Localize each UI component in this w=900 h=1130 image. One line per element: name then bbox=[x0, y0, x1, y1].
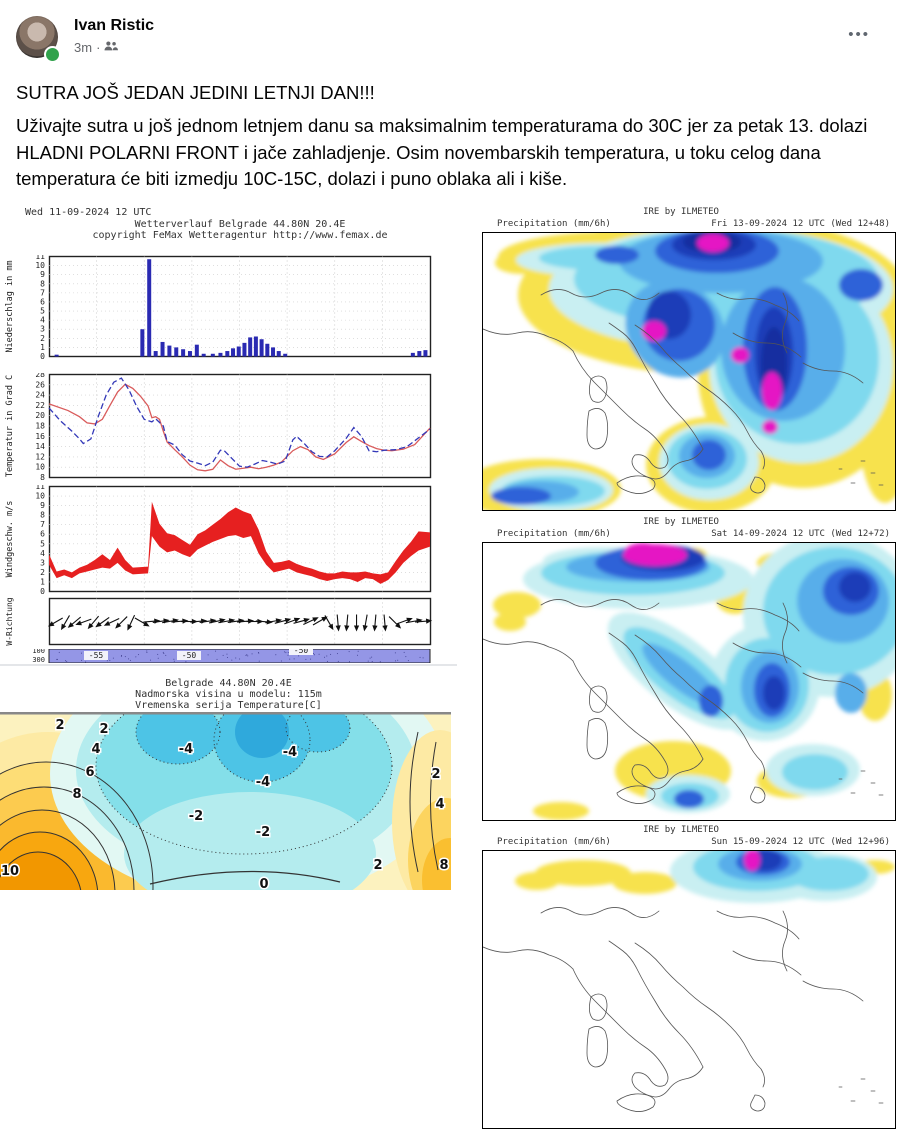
meta-separator: · bbox=[96, 40, 100, 55]
svg-text:7: 7 bbox=[40, 288, 45, 297]
svg-text:7: 7 bbox=[40, 520, 45, 529]
svg-text:2: 2 bbox=[99, 722, 108, 737]
svg-text:6: 6 bbox=[85, 765, 94, 780]
facebook-post-page: { "post": { "author": "Ivan Ristic", "ti… bbox=[0, 0, 900, 888]
svg-text:5: 5 bbox=[40, 307, 45, 316]
svg-text:8: 8 bbox=[72, 787, 81, 802]
map-variable-label: Precipitation (mm/6h) bbox=[497, 219, 611, 229]
svg-text:6: 6 bbox=[40, 297, 45, 306]
svg-text:8: 8 bbox=[40, 473, 45, 480]
svg-text:3: 3 bbox=[40, 558, 45, 567]
svg-text:Windgeschw. m/s: Windgeschw. m/s bbox=[5, 501, 15, 578]
contour-plot: 2 246810-4 -4-4-2-202482 bbox=[0, 712, 451, 890]
map-valid-date: Sun 15-09-2024 12 UTC (Wed 12+96) bbox=[711, 837, 890, 847]
map-valid-date: Fri 13-09-2024 12 UTC (Wed 12+48) bbox=[711, 219, 890, 229]
precip-map-sat[interactable]: IRE by ILMETEO Precipitation (mm/6h) Sat… bbox=[462, 515, 900, 822]
svg-text:8: 8 bbox=[40, 279, 45, 288]
svg-text:4: 4 bbox=[40, 316, 45, 325]
post-menu-button[interactable]: ••• bbox=[848, 26, 870, 43]
post-body: Uživajte sutra u još jednom letnjem danu… bbox=[16, 113, 884, 193]
svg-text:11: 11 bbox=[35, 485, 45, 491]
meteogram-copyright: copyright FeMax Wetteragentur http://www… bbox=[60, 230, 420, 241]
timestamp[interactable]: 3m bbox=[74, 40, 92, 55]
svg-text:10: 10 bbox=[35, 261, 45, 270]
svg-text:-55: -55 bbox=[89, 651, 104, 660]
svg-text:16: 16 bbox=[35, 432, 45, 441]
svg-text:8: 8 bbox=[40, 511, 45, 520]
svg-text:14: 14 bbox=[35, 442, 45, 451]
svg-text:6: 6 bbox=[40, 530, 45, 539]
contour-header-location: Belgrade 44.80N 20.4E bbox=[0, 678, 457, 689]
online-status-dot bbox=[44, 46, 61, 63]
svg-text:W-Richtung: W-Richtung bbox=[5, 597, 14, 645]
svg-text:-2: -2 bbox=[256, 825, 270, 840]
contour-header-elevation: Nadmorska visina u modelu: 115m bbox=[0, 689, 457, 700]
svg-text:8: 8 bbox=[439, 858, 448, 873]
map-valid-date: Sat 14-09-2024 12 UTC (Wed 12+72) bbox=[711, 529, 890, 539]
upper-air-band: -55 -50 -50 100300 bbox=[0, 649, 457, 663]
svg-text:-4: -4 bbox=[283, 745, 297, 760]
precipitation-chart: 01234567891011 Niederschlag in mm bbox=[0, 255, 457, 359]
media-collage: Wed 11-09-2024 12 UTC Wetterverlauf Belg… bbox=[0, 200, 900, 888]
svg-text:0: 0 bbox=[40, 352, 45, 359]
meteogram-title: Wetterverlauf Belgrade 44.80N 20.4E bbox=[60, 219, 420, 230]
svg-text:-4: -4 bbox=[256, 775, 270, 790]
svg-text:4: 4 bbox=[435, 797, 444, 812]
svg-text:1: 1 bbox=[40, 343, 45, 352]
wind-speed-chart: 01234567891011 Windgeschw. m/s bbox=[0, 485, 457, 594]
svg-text:24: 24 bbox=[35, 391, 45, 400]
map-model-title: IRE by ILMETEO bbox=[462, 825, 900, 835]
svg-text:9: 9 bbox=[40, 270, 45, 279]
svg-text:4: 4 bbox=[40, 549, 45, 558]
svg-text:100: 100 bbox=[32, 649, 45, 655]
svg-text:2: 2 bbox=[40, 568, 45, 577]
svg-text:3: 3 bbox=[40, 325, 45, 334]
post-header: Ivan Ristic 3m · ••• bbox=[16, 14, 884, 62]
temperature-chart: 810 12141618 202224 2628 Temperatur in Grad … bbox=[0, 373, 457, 480]
svg-text:10: 10 bbox=[35, 492, 45, 501]
svg-text:2: 2 bbox=[40, 334, 45, 343]
meteogram-image[interactable]: Wed 11-09-2024 12 UTC Wetterverlauf Belg… bbox=[0, 203, 457, 663]
post-text: SUTRA JOŠ JEDAN JEDINI LETNJI DAN!!! Uži… bbox=[16, 80, 884, 193]
svg-text:12: 12 bbox=[35, 452, 45, 461]
svg-text:22: 22 bbox=[35, 401, 45, 410]
svg-text:28: 28 bbox=[35, 373, 45, 379]
svg-text:26: 26 bbox=[35, 380, 45, 389]
svg-text:1: 1 bbox=[40, 577, 45, 586]
svg-text:9: 9 bbox=[40, 501, 45, 510]
svg-text:4: 4 bbox=[91, 742, 100, 757]
svg-text:10: 10 bbox=[35, 463, 45, 472]
svg-text:2: 2 bbox=[373, 858, 382, 873]
svg-text:18: 18 bbox=[35, 422, 45, 431]
author-name[interactable]: Ivan Ristic bbox=[74, 17, 154, 35]
svg-text:11: 11 bbox=[35, 255, 45, 261]
wind-direction-chart: W-Richtung bbox=[0, 597, 457, 647]
map-model-title: IRE by ILMETEO bbox=[462, 207, 900, 217]
svg-text:-50: -50 bbox=[182, 651, 197, 660]
svg-text:0: 0 bbox=[259, 877, 268, 890]
svg-text:2: 2 bbox=[55, 718, 64, 733]
contour-header-series: Vremenska serija Temperature[C] bbox=[0, 700, 457, 711]
svg-text:20: 20 bbox=[35, 411, 45, 420]
svg-text:Temperatur in Grad C: Temperatur in Grad C bbox=[5, 375, 15, 477]
precip-map-fri[interactable]: IRE by ILMETEO Precipitation (mm/6h) Fri… bbox=[462, 205, 900, 512]
map-variable-label: Precipitation (mm/6h) bbox=[497, 837, 611, 847]
svg-text:5: 5 bbox=[40, 539, 45, 548]
svg-text:10: 10 bbox=[1, 864, 19, 879]
svg-text:Niederschlag in mm: Niederschlag in mm bbox=[5, 260, 15, 352]
meteogram-run-date: Wed 11-09-2024 12 UTC bbox=[25, 207, 151, 218]
svg-text:300: 300 bbox=[32, 656, 45, 663]
svg-text:-4: -4 bbox=[179, 742, 193, 757]
contour-image[interactable]: Belgrade 44.80N 20.4E Nadmorska visina u… bbox=[0, 664, 457, 890]
precip-map-sun[interactable]: IRE by ILMETEO Precipitation (mm/6h) Sun… bbox=[462, 823, 900, 1130]
map-model-title: IRE by ILMETEO bbox=[462, 517, 900, 527]
map-variable-label: Precipitation (mm/6h) bbox=[497, 529, 611, 539]
post-headline: SUTRA JOŠ JEDAN JEDINI LETNJI DAN!!! bbox=[16, 80, 884, 107]
svg-text:-50: -50 bbox=[294, 649, 309, 655]
friends-icon bbox=[104, 40, 118, 55]
post-meta: 3m · bbox=[74, 40, 118, 55]
svg-text:0: 0 bbox=[40, 587, 45, 594]
svg-text:2: 2 bbox=[431, 767, 440, 782]
svg-text:-2: -2 bbox=[189, 809, 203, 824]
